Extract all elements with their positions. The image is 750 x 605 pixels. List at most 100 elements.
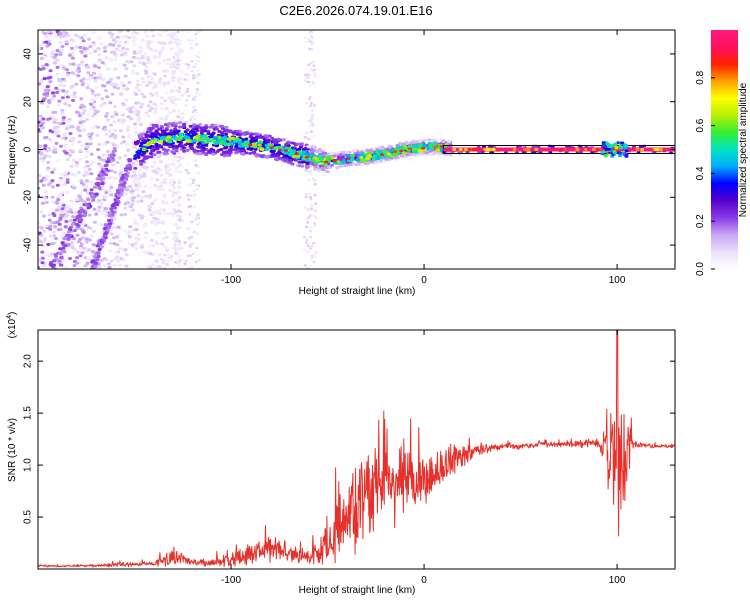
heatmap-cell (193, 95, 197, 98)
heatmap-cell (173, 198, 177, 201)
heatmap-cell (118, 227, 123, 231)
heatmap-cell (54, 254, 58, 258)
heatmap-cell (307, 137, 311, 141)
heatmap-cell (64, 151, 69, 155)
heatmap-cell (93, 112, 97, 116)
heatmap-cell (139, 195, 144, 199)
heatmap-cell (113, 206, 118, 210)
heatmap-cell (159, 257, 164, 261)
heatmap-cell (64, 144, 69, 148)
heatmap-cell (223, 142, 229, 147)
heatmap-cell (251, 136, 256, 140)
heatmap-cell (128, 106, 133, 110)
heatmap-cell (197, 51, 201, 55)
heatmap-cell (38, 157, 43, 161)
heatmap-cell (156, 167, 160, 171)
heatmap-cell (177, 80, 180, 84)
heatmap-cell (67, 104, 72, 107)
heatmap-cell (139, 163, 144, 166)
heatmap-cell (78, 247, 83, 250)
heatmap-cell (409, 153, 414, 156)
heatmap-cell (58, 178, 63, 182)
heatmap-cell (85, 191, 90, 195)
heatmap-cell (52, 55, 57, 59)
heatmap-cell (48, 227, 53, 231)
heatmap-cell (193, 99, 197, 102)
heatmap-cell (213, 123, 218, 127)
heatmap-cell (91, 273, 95, 276)
heatmap-cell (161, 147, 166, 151)
heatmap-cell (81, 221, 86, 225)
heatmap-cell (112, 120, 117, 124)
heatmap-cell (162, 237, 166, 241)
heatmap-cell (51, 259, 56, 263)
heatmap-cell (115, 189, 120, 193)
heatmap-cell (267, 143, 273, 147)
heatmap-cell (310, 256, 314, 260)
heatmap-cell (97, 36, 102, 40)
heatmap-cell (614, 145, 619, 149)
heatmap-cell (312, 61, 316, 64)
heatmap-cell (56, 206, 61, 209)
heatmap-cell (69, 164, 74, 168)
heatmap-cell (611, 143, 616, 147)
heatmap-cell (101, 238, 106, 242)
heatmap-cell (195, 43, 199, 46)
heatmap-cell (142, 166, 147, 169)
heatmap-cell (129, 134, 134, 138)
heatmap-cell (140, 214, 145, 218)
heatmap-cell (224, 132, 229, 136)
heatmap-cell (155, 242, 160, 246)
heatmap-cell (69, 225, 74, 229)
heatmap-cell (94, 212, 99, 216)
heatmap-cell (44, 34, 49, 38)
heatmap-cell (289, 161, 294, 165)
heatmap-cell (74, 161, 79, 164)
heatmap-cell (149, 77, 154, 81)
heatmap-cell (96, 125, 101, 129)
heatmap-cell (153, 107, 158, 111)
heatmap-cell (58, 31, 63, 35)
heatmap-cell (154, 259, 159, 263)
heatmap-cell (294, 152, 299, 156)
heatmap-cell (83, 256, 88, 260)
heatmap-cell (42, 147, 47, 151)
heatmap-cell (113, 170, 118, 174)
colorbar-tick-label: 0.0 (695, 262, 706, 276)
heatmap-cell (41, 126, 46, 130)
heatmap-cell (164, 91, 169, 95)
heatmap-cell (186, 87, 190, 91)
heatmap-cell (76, 171, 81, 174)
heatmap-cell (130, 189, 135, 193)
heatmap-cell (87, 168, 92, 171)
heatmap-cell (60, 259, 65, 263)
heatmap-cell (41, 64, 46, 68)
heatmap-cell (140, 159, 145, 162)
heatmap-cell (471, 148, 476, 151)
heatmap-cell (658, 148, 663, 151)
heatmap-cell (103, 207, 108, 210)
heatmap-cell (99, 177, 104, 181)
heatmap-cell (393, 150, 398, 153)
heatmap-cell (81, 129, 86, 133)
heatmap-cell (91, 71, 96, 75)
heatmap-cell (259, 147, 265, 151)
heatmap-cell (167, 122, 172, 125)
heatmap-cell (111, 163, 116, 167)
heatmap-cell (109, 169, 114, 173)
heatmap-cell (165, 171, 170, 175)
heatmap-cell (192, 179, 196, 182)
heatmap-cell (231, 148, 236, 152)
heatmap-cell (177, 218, 181, 222)
heatmap-cell (194, 127, 199, 131)
heatmap-cell (188, 213, 192, 216)
heatmap-cell (204, 126, 208, 130)
heatmap-cell (190, 194, 194, 198)
heatmap-cell (162, 129, 167, 133)
heatmap-cell (123, 154, 128, 158)
heatmap-cell (41, 183, 46, 187)
heatmap-cell (209, 135, 214, 139)
heatmap-cell (161, 261, 166, 265)
heatmap-cell (389, 148, 395, 153)
spectrogram-ylabel: Frequency (Hz) (7, 116, 18, 185)
